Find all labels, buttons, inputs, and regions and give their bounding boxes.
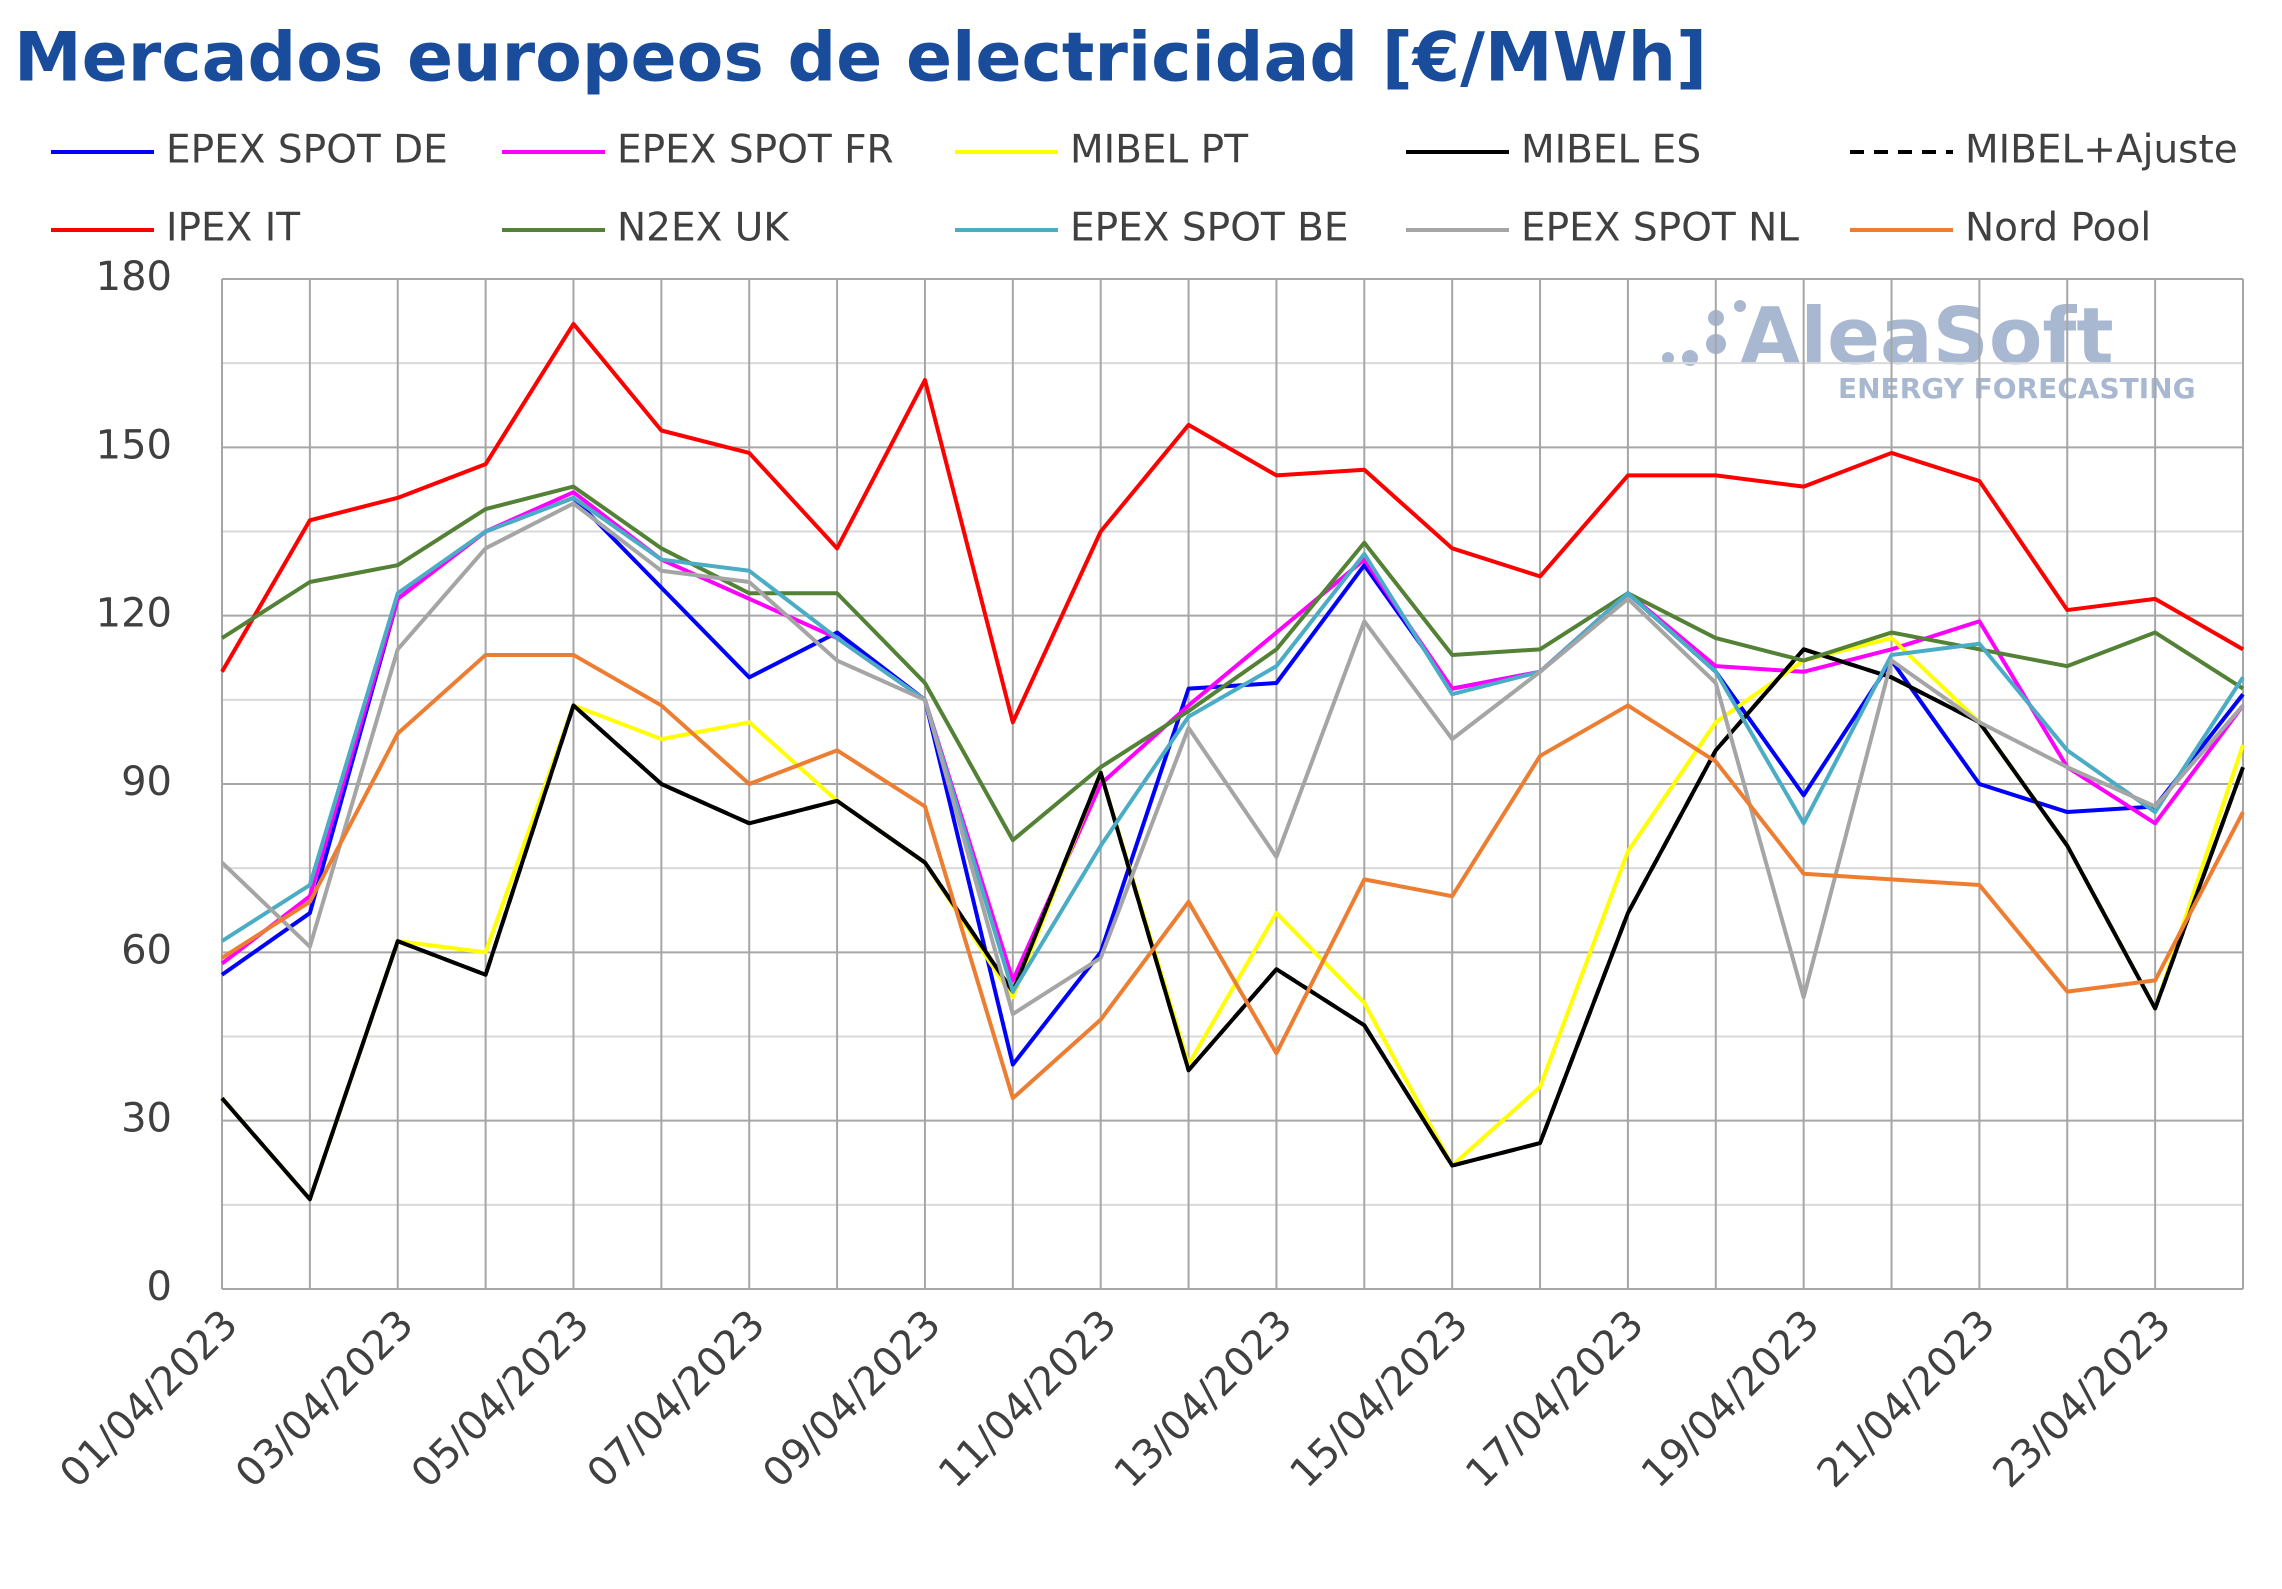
legend-label: EPEX SPOT DE: [166, 128, 448, 173]
legend-label: EPEX SPOT FR: [617, 128, 894, 173]
series-line: [220, 495, 2245, 994]
legend-label: Nord Pool: [1965, 206, 2151, 251]
y-tick-label: 150: [96, 422, 172, 468]
legend-label: IPEX IT: [166, 206, 300, 251]
series-line: [220, 490, 2245, 983]
y-tick-label: 60: [121, 927, 172, 973]
watermark-dot: [1682, 350, 1698, 366]
legend-label: MIBEL+Ajuste: [1965, 128, 2238, 173]
series-line: [220, 647, 2245, 1202]
y-tick-label: 0: [147, 1264, 172, 1310]
watermark-dot: [1734, 300, 1746, 312]
watermark-dot: [1662, 352, 1674, 364]
legend-label: EPEX SPOT BE: [1070, 206, 1349, 251]
series-line: [220, 652, 2245, 1101]
series-line: [220, 501, 2245, 1017]
y-tick-label: 90: [121, 759, 172, 805]
y-tick-label: 120: [96, 591, 172, 637]
y-tick-label: 30: [121, 1096, 172, 1142]
legend-label: EPEX SPOT NL: [1521, 206, 1799, 251]
legend-label: MIBEL PT: [1070, 128, 1248, 173]
series-line: [220, 321, 2244, 725]
chart-title: Mercados europeos de electricidad [€/MWh…: [14, 19, 1707, 98]
legend-label: N2EX UK: [617, 206, 790, 251]
y-tick-label: 180: [96, 254, 172, 300]
legend-label: MIBEL ES: [1521, 128, 1701, 173]
series-line: [220, 484, 2245, 843]
watermark-subtext: ENERGY FORECASTING: [1838, 372, 2196, 405]
watermark-text: AleaSoft: [1740, 292, 2114, 382]
